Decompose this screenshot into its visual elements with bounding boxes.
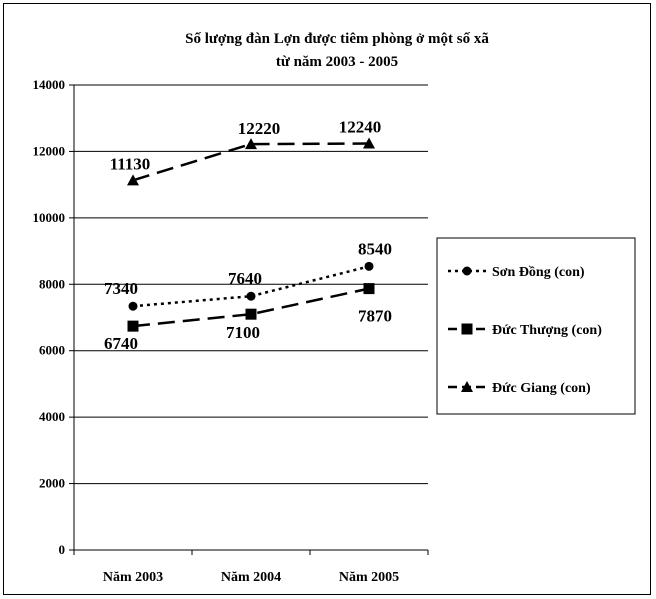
data-label: 12240 — [339, 117, 382, 136]
data-label: 7340 — [104, 279, 138, 298]
y-tick-label: 4000 — [39, 409, 65, 424]
data-point — [127, 174, 139, 186]
legend-marker — [461, 381, 473, 392]
y-tick-label: 10000 — [33, 210, 66, 225]
legend-marker — [461, 323, 473, 335]
data-point — [245, 308, 257, 320]
series-line — [132, 142, 370, 182]
series-line — [132, 287, 370, 328]
legend-marker — [462, 266, 472, 276]
gridlines — [74, 84, 428, 485]
data-label: 6740 — [104, 334, 138, 353]
y-axis-ticks: 0 2000 4000 6000 8000 10000 12000 14000 — [33, 77, 74, 557]
data-point — [363, 283, 375, 295]
data-point — [364, 261, 374, 271]
data-label: 8540 — [358, 239, 392, 258]
legend-label: Sơn Đồng (con) — [492, 265, 585, 280]
x-axis-ticks: Năm 2003 Năm 2004 Năm 2005 — [73, 550, 429, 585]
legend: Sơn Đồng (con) Đức Thượng (con) Đức Giang … — [436, 237, 636, 415]
y-tick-label: 12000 — [33, 143, 66, 158]
data-point — [246, 291, 256, 301]
data-point — [363, 137, 375, 149]
x-tick-label: Năm 2003 — [103, 570, 163, 585]
data-label: 11130 — [110, 154, 151, 173]
x-tick-label: Năm 2004 — [221, 570, 281, 585]
y-tick-label: 8000 — [39, 276, 65, 291]
y-tick-label: 0 — [59, 542, 66, 557]
data-label: 12220 — [238, 119, 281, 138]
data-point — [245, 138, 257, 150]
y-tick-label: 2000 — [39, 476, 65, 491]
data-label: 7870 — [358, 307, 392, 326]
y-tick-label: 14000 — [33, 77, 66, 92]
data-label: 7640 — [228, 269, 262, 288]
data-point — [128, 301, 138, 311]
series-group — [127, 137, 375, 332]
chart-title: Số lượng đàn Lợn được tiêm phòng ở một s… — [185, 31, 489, 47]
legend-label: Đức Thượng (con) — [492, 323, 602, 338]
axes — [73, 85, 428, 551]
y-tick-label: 6000 — [39, 343, 65, 358]
chart-subtitle: từ năm 2003 - 2005 — [276, 54, 398, 70]
legend-label: Đức Giang (con) — [492, 381, 591, 396]
data-labels: 7340 7640 8540 6740 7100 7870 11130 12220 12240 — [104, 117, 392, 353]
data-label: 7100 — [226, 323, 260, 342]
x-tick-label: Năm 2005 — [339, 570, 399, 585]
data-point — [127, 320, 139, 332]
